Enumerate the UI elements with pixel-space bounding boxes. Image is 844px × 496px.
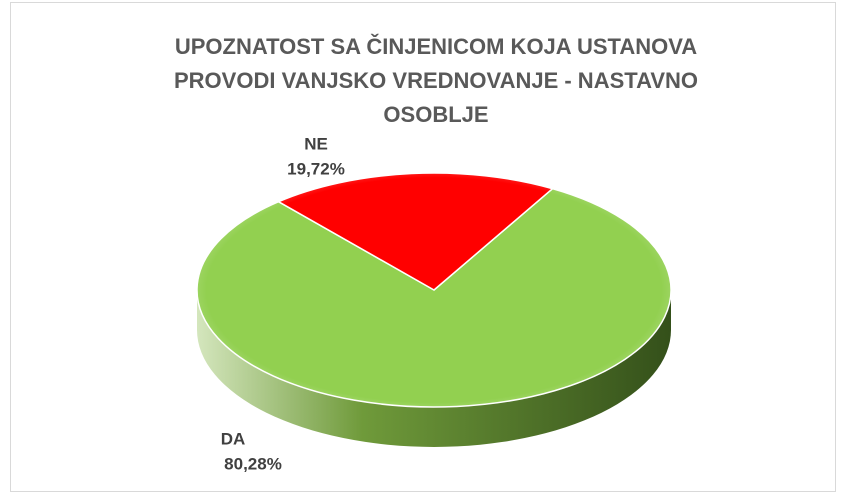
category-label: NE xyxy=(304,134,328,153)
category-label: DA xyxy=(221,429,246,448)
pie-side xyxy=(197,290,671,447)
chart-frame xyxy=(10,2,836,492)
chart-title: UPOZNATOST SA ČINJENICOM KOJA USTANOVA P… xyxy=(174,34,698,127)
value-label: 80,28% xyxy=(224,454,282,473)
value-label: 19,72% xyxy=(287,159,345,178)
